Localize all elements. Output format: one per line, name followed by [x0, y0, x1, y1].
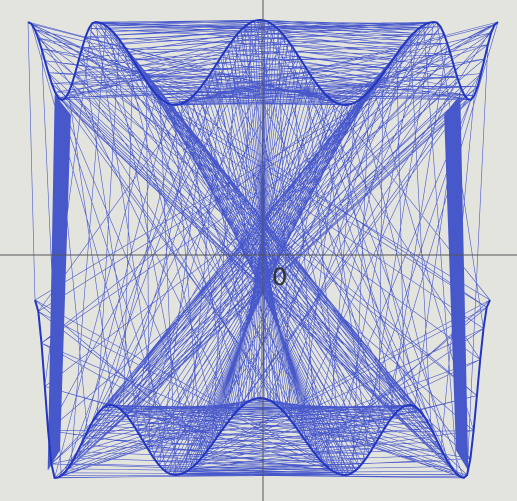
curve-mesh: [27, 19, 499, 479]
origin-label: 0: [272, 263, 287, 291]
